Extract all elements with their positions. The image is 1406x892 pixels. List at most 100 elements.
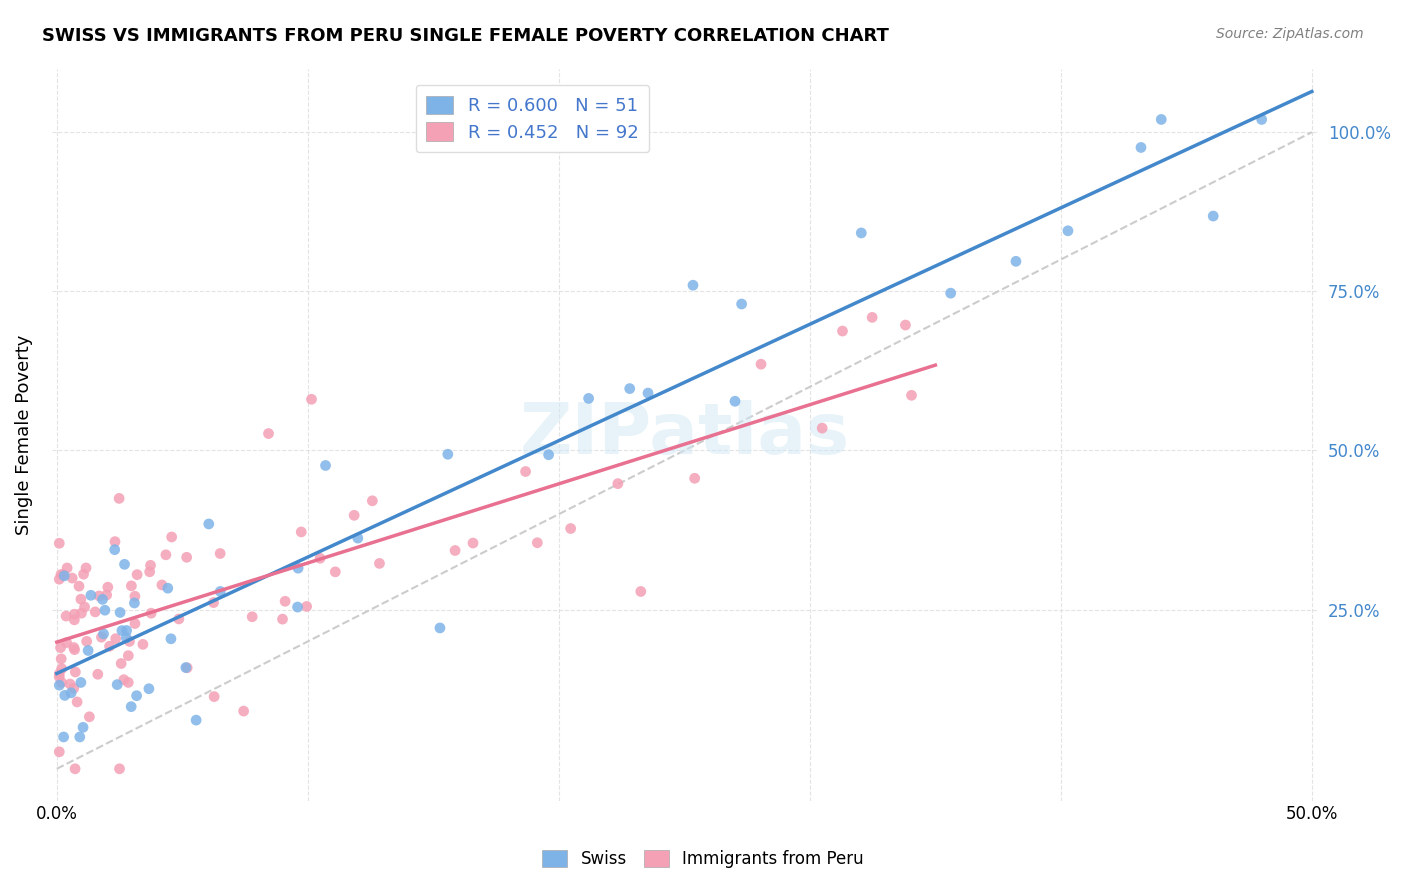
Point [271,612,294,626]
Point [683,471,706,485]
Point [724,394,747,409]
Point [315,458,337,473]
Point [112,673,135,687]
Point [444,543,467,558]
Point [104,632,127,646]
Point [117,675,139,690]
Point [155,548,177,562]
Point [75,561,97,575]
Point [682,278,704,293]
Point [49,567,72,582]
Point [90,630,112,644]
Point [108,606,131,620]
Point [65,665,87,679]
Point [62,640,84,655]
Point [749,357,772,371]
Point [77,643,100,657]
Point [104,534,127,549]
Point [56,561,79,575]
Point [63,762,86,776]
Point [114,558,136,572]
Point [160,632,183,646]
Legend: Swiss, Immigrants from Peru: Swiss, Immigrants from Peru [536,843,870,875]
Point [51,662,73,676]
Point [301,392,323,407]
Point [361,493,384,508]
Point [174,660,197,674]
Point [437,447,460,461]
Point [1150,112,1173,127]
Point [160,530,183,544]
Point [108,491,131,506]
Point [860,310,883,325]
Point [70,592,93,607]
Point [84,605,107,619]
Point [48,678,70,692]
Legend: R = 0.600   N = 51, R = 0.452   N = 92: R = 0.600 N = 51, R = 0.452 N = 92 [416,85,650,153]
Point [110,657,132,671]
Point [368,557,391,571]
Text: ZIPatlas: ZIPatlas [519,401,849,469]
Point [67,579,90,593]
Point [287,600,309,615]
Point [578,392,600,406]
Point [894,318,917,332]
Point [80,588,103,602]
Point [343,508,366,523]
Point [70,675,93,690]
Point [115,631,138,645]
Point [73,600,96,615]
Point [851,226,873,240]
Point [52,730,75,744]
Point [1250,112,1272,127]
Point [124,589,146,603]
Point [98,639,121,653]
Text: Source: ZipAtlas.com: Source: ZipAtlas.com [1216,27,1364,41]
Point [97,580,120,594]
Point [59,677,82,691]
Point [51,652,73,666]
Point [240,609,263,624]
Point [346,531,368,545]
Point [93,627,115,641]
Point [94,603,117,617]
Point [831,324,853,338]
Point [132,637,155,651]
Point [606,476,628,491]
Point [49,640,72,655]
Point [209,584,232,599]
Point [96,588,118,602]
Point [91,592,114,607]
Point [139,606,162,620]
Point [287,561,309,575]
Point [124,596,146,610]
Point [309,551,332,566]
Point [120,579,142,593]
Point [108,762,131,776]
Text: SWISS VS IMMIGRANTS FROM PERU SINGLE FEMALE POVERTY CORRELATION CHART: SWISS VS IMMIGRANTS FROM PERU SINGLE FEM… [42,27,889,45]
Point [176,661,198,675]
Point [127,567,149,582]
Point [939,286,962,301]
Point [120,699,142,714]
Point [79,710,101,724]
Point [62,681,84,696]
Point [537,448,560,462]
Point [637,386,659,401]
Point [72,567,94,582]
Point [104,542,127,557]
Point [124,616,146,631]
Point [1130,140,1153,154]
Point [295,599,318,614]
Point [53,569,76,583]
Point [63,613,86,627]
Point [76,634,98,648]
Point [274,594,297,608]
Point [619,382,641,396]
Point [526,535,548,549]
Point [202,690,225,704]
Point [138,681,160,696]
Point [1005,254,1028,268]
Point [63,642,86,657]
Point [167,612,190,626]
